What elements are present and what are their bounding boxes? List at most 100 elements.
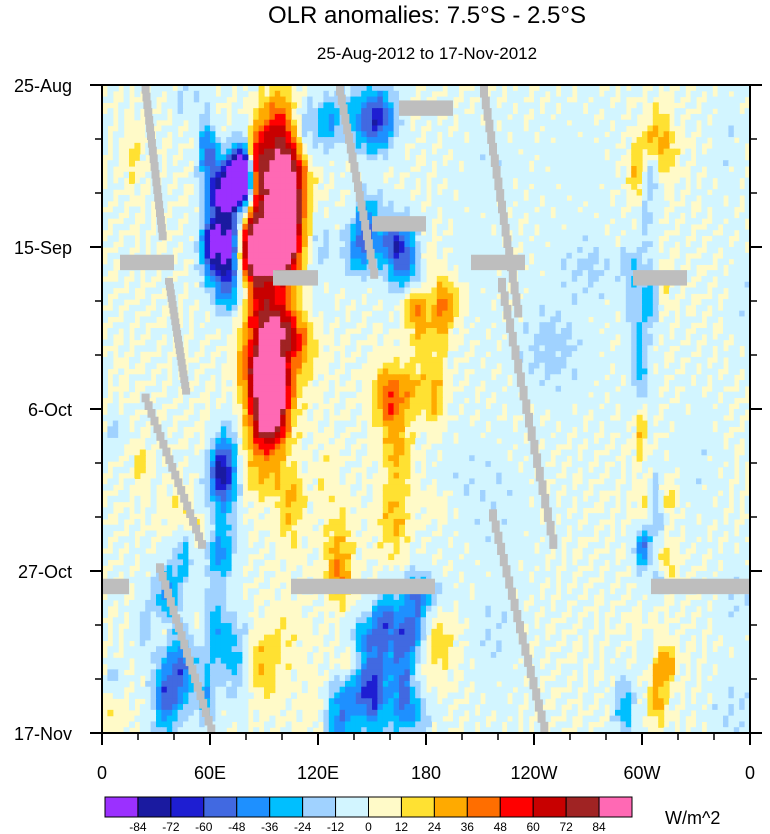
heatmap-cell (544, 258, 551, 265)
heatmap-cell (129, 171, 135, 179)
heatmap-cell (388, 281, 395, 289)
heatmap-cell (426, 339, 432, 346)
heatmap-cell (377, 90, 384, 98)
heatmap-cell (361, 154, 368, 161)
heatmap-cell (193, 345, 200, 352)
heatmap-cell (274, 345, 281, 352)
heatmap-cell (388, 264, 395, 271)
heatmap-cell (210, 212, 216, 219)
heatmap-cell (512, 218, 519, 225)
heatmap-cell (561, 85, 567, 92)
heatmap-cell (523, 310, 530, 318)
heatmap-cell (193, 310, 200, 318)
heatmap-cell (199, 229, 206, 237)
heatmap-cell (647, 403, 654, 410)
heatmap-cell (674, 403, 681, 410)
heatmap-cell (123, 223, 130, 231)
heatmap-cell (188, 368, 195, 375)
heatmap-cell (458, 345, 465, 352)
heatmap-cell (663, 113, 670, 121)
heatmap-cell (264, 258, 270, 265)
heatmap-cell (150, 113, 157, 121)
heatmap-cell (534, 322, 540, 329)
heatmap-cell (550, 322, 557, 329)
heatmap-cell (220, 171, 227, 179)
heatmap-cell (253, 247, 260, 254)
heatmap-cell (517, 189, 524, 196)
heatmap-cell (382, 270, 389, 277)
heatmap-cell (550, 183, 557, 190)
heatmap-cell (679, 380, 686, 387)
heatmap-cell (193, 119, 200, 127)
heatmap-cell (469, 125, 476, 132)
heatmap-cell (199, 281, 206, 289)
heatmap-cell (366, 328, 373, 335)
heatmap-cell (566, 258, 573, 265)
heatmap-cell (366, 200, 373, 208)
heatmap-cell (604, 125, 611, 132)
heatmap-cell (237, 374, 243, 381)
heatmap-cell (220, 287, 227, 294)
heatmap-cell (409, 403, 416, 410)
heatmap-cell (561, 189, 567, 196)
heatmap-cell (706, 241, 713, 248)
heatmap-cell (566, 206, 573, 213)
heatmap-cell (636, 258, 643, 265)
heatmap-cell (258, 247, 265, 254)
heatmap-cell (539, 362, 546, 370)
heatmap-cell (361, 247, 368, 254)
heatmap-cell (690, 177, 697, 184)
heatmap-cell (312, 247, 319, 254)
heatmap-cell (588, 166, 594, 173)
heatmap-cell (355, 218, 362, 225)
heatmap-cell (571, 362, 578, 370)
heatmap-cell (404, 212, 411, 219)
heatmap-cell (242, 397, 249, 404)
heatmap-cell (555, 142, 562, 150)
heatmap-cell (490, 385, 497, 393)
heatmap-cell (145, 385, 152, 393)
heatmap-cell (372, 113, 378, 121)
heatmap-cell (210, 397, 216, 404)
heatmap-cell (177, 96, 184, 103)
heatmap-cell (388, 108, 395, 115)
heatmap-cell (177, 380, 184, 387)
heatmap-cell (555, 356, 562, 364)
heatmap-cell (507, 189, 513, 196)
heatmap-cell (706, 333, 713, 341)
heatmap-cell (534, 235, 540, 242)
heatmap-cell (517, 345, 524, 352)
heatmap-cell (210, 108, 216, 115)
heatmap-cell (253, 293, 260, 300)
heatmap-cell (172, 206, 179, 213)
heatmap-cell (382, 119, 389, 127)
heatmap-cell (652, 108, 659, 115)
heatmap-cell (188, 212, 195, 219)
heatmap-cell (258, 270, 265, 277)
heatmap-cell (220, 299, 227, 306)
heatmap-cell (534, 183, 540, 190)
heatmap-cell (501, 177, 508, 184)
heatmap-cell (523, 229, 530, 237)
heatmap-cell (274, 304, 281, 312)
heatmap-cell (620, 351, 627, 358)
heatmap-cell (712, 200, 719, 208)
heatmap-cell (399, 160, 405, 167)
heatmap-cell (393, 177, 400, 184)
heatmap-cell (231, 223, 238, 231)
heatmap-cell (501, 397, 508, 404)
heatmap-cell (561, 154, 567, 161)
heatmap-cell (274, 171, 281, 179)
heatmap-cell (523, 223, 530, 231)
heatmap-cell (264, 368, 270, 375)
heatmap-cell (496, 113, 503, 121)
heatmap-cell (301, 171, 308, 179)
heatmap-cell (220, 235, 227, 242)
heatmap-cell (463, 218, 470, 225)
heatmap-cell (712, 218, 719, 225)
heatmap-cell (496, 380, 503, 387)
heatmap-cell (199, 403, 206, 410)
heatmap-cell (593, 142, 600, 150)
heatmap-cell (409, 362, 416, 370)
heatmap-cell (393, 385, 400, 393)
